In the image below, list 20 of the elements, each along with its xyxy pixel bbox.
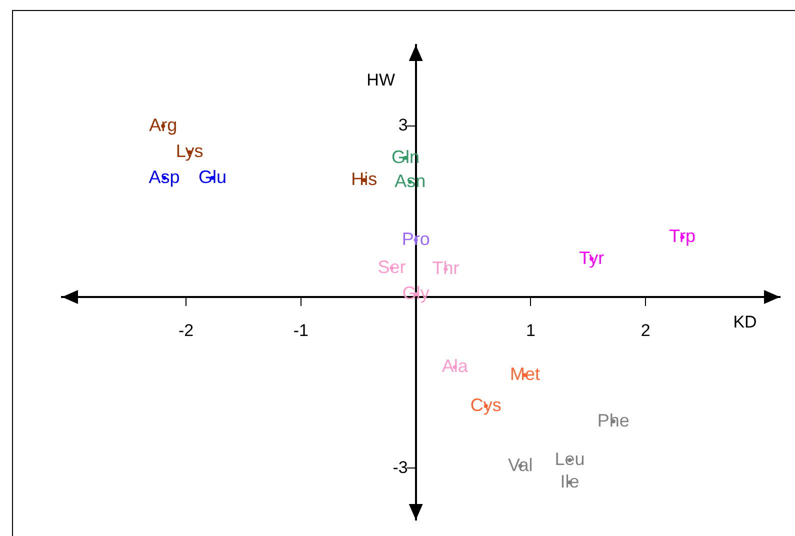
y-tick-label: -3 [392, 458, 408, 477]
data-label: Lys [176, 141, 204, 162]
x-tick-label: -2 [178, 320, 194, 340]
x-tick-label: 2 [640, 320, 650, 340]
x-tick-label: 1 [526, 320, 536, 340]
y-tick-label: 3 [398, 116, 408, 135]
data-label: His [351, 169, 378, 190]
data-label: Ile [560, 471, 580, 492]
data-label: Phe [597, 410, 630, 430]
data-label: Arg [149, 114, 178, 135]
data-label: Ala [442, 356, 469, 376]
data-label: Glu [198, 166, 226, 187]
x-axis-title: KD [733, 312, 757, 332]
data-label: Val [508, 454, 533, 475]
data-label: Leu [554, 449, 585, 470]
data-label: Cys [470, 394, 502, 415]
y-axis-title: HW [366, 70, 395, 90]
data-label: Asp [148, 166, 180, 187]
data-label: Met [510, 364, 540, 384]
x-tick-label: -1 [293, 320, 309, 340]
